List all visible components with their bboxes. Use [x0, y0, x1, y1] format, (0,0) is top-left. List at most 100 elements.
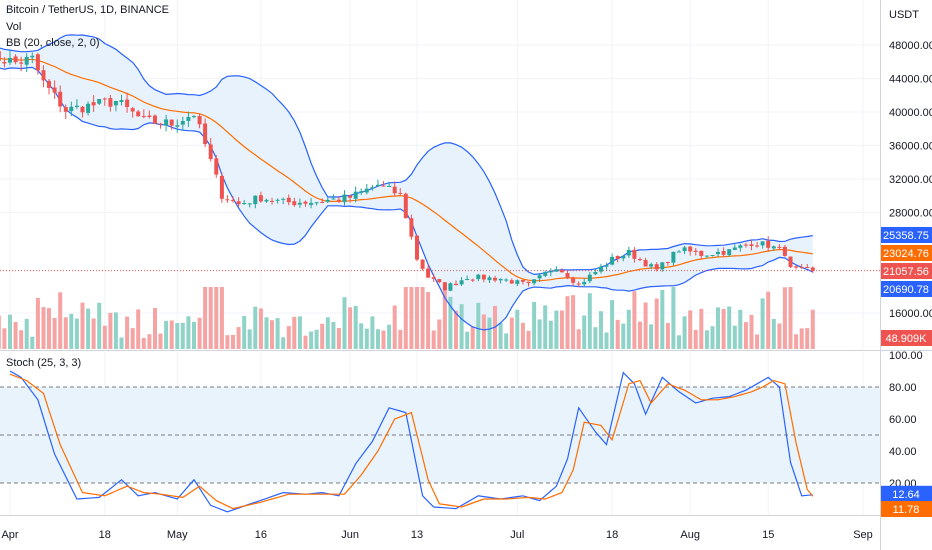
- volume-bar: [604, 332, 609, 349]
- bb-label[interactable]: BB (20, close, 2, 0): [6, 37, 100, 49]
- candle-body: [35, 54, 40, 71]
- price-tick-label: 16000.00: [889, 308, 932, 320]
- candle-body: [275, 199, 280, 201]
- candle-body: [8, 58, 12, 63]
- price-axis[interactable]: USDT 48000.00 44000.00 40000.00 36000.00 3200…: [889, 9, 932, 490]
- volume-bar: [169, 320, 174, 349]
- candle-body: [688, 246, 693, 252]
- volume-bar: [130, 328, 135, 349]
- candle-body: [771, 246, 776, 249]
- candle-body: [208, 144, 213, 160]
- candle-body: [370, 187, 375, 189]
- candle-body: [270, 200, 274, 202]
- volume-bar: [24, 318, 29, 349]
- volume-bar: [58, 292, 63, 349]
- symbol-title[interactable]: Bitcoin / TetherUS, 1D, BINANCE: [6, 4, 170, 16]
- candle-body: [403, 193, 408, 219]
- candle-body: [359, 191, 364, 193]
- candle-body: [710, 255, 715, 256]
- volume-bar: [125, 316, 130, 349]
- candle-body: [660, 262, 665, 270]
- time-tick-label: May: [167, 529, 188, 541]
- volume-bar: [498, 323, 503, 349]
- candle-body: [470, 279, 475, 281]
- stochastic-pane[interactable]: [0, 370, 880, 513]
- volume-bar: [465, 331, 470, 349]
- candle-body: [760, 241, 765, 246]
- volume-bar: [766, 291, 771, 349]
- currency-label: USDT: [889, 9, 919, 21]
- volume-bar: [476, 302, 481, 349]
- price-tick-label: 48000.00: [889, 40, 932, 52]
- volume-bar: [509, 317, 514, 349]
- candle-body: [571, 278, 576, 283]
- candle-body: [604, 265, 609, 267]
- volume-bar: [236, 327, 241, 349]
- candle-body: [548, 271, 553, 273]
- volume-bar: [794, 334, 799, 349]
- symbol-legend[interactable]: Bitcoin / TetherUS, 1D, BINANCE: [6, 4, 169, 16]
- volume-bar: [336, 328, 341, 349]
- volume-bar: [520, 322, 525, 349]
- stoch-legend[interactable]: Stoch (25, 3, 3): [6, 357, 81, 369]
- volume-bar: [258, 308, 263, 349]
- candle-body: [236, 201, 241, 205]
- volume-bar: [320, 323, 325, 349]
- candle-body: [727, 249, 732, 256]
- last-price-tag: 21057.56: [883, 266, 929, 278]
- volume-label[interactable]: Vol: [6, 21, 22, 33]
- volume-legend[interactable]: Vol: [6, 21, 21, 33]
- volume-bar: [30, 336, 35, 349]
- stoch-label[interactable]: Stoch (25, 3, 3): [6, 357, 82, 369]
- candlesticks[interactable]: [0, 44, 815, 292]
- volume-bar: [175, 323, 180, 349]
- time-axis[interactable]: Apr 18 May 16 Jun 13 Jul 18 Aug 15 Sep: [1, 529, 872, 541]
- candle-body: [749, 244, 754, 246]
- volume-bar: [727, 306, 732, 349]
- volume-bar: [665, 323, 670, 349]
- volume-tag: 48.909K: [886, 333, 928, 345]
- volume-bar: [292, 316, 297, 349]
- volume-bar: [537, 319, 542, 349]
- stoch-k-tag: 12.64: [892, 489, 920, 501]
- candle-body: [493, 277, 497, 281]
- candle-body: [643, 260, 648, 267]
- volume-bar: [459, 304, 464, 349]
- candle-body: [409, 218, 414, 237]
- volume-bar: [710, 326, 715, 349]
- candle-body: [509, 280, 514, 284]
- volume-bar: [470, 326, 475, 349]
- bb-basis-tag-bg: [881, 245, 932, 261]
- candle-body: [30, 55, 35, 58]
- volume-bar: [643, 302, 648, 349]
- stoch-tick-label: 60.00: [889, 414, 917, 426]
- volume-bar: [74, 318, 79, 349]
- volume-bar: [481, 314, 486, 349]
- volume-tag-bg: [881, 330, 932, 346]
- volume-bar: [810, 309, 815, 349]
- volume-bar: [364, 328, 369, 349]
- candle-body: [504, 279, 509, 281]
- candle-body: [610, 256, 615, 265]
- volume-bar: [565, 296, 570, 349]
- candle-body: [487, 277, 492, 281]
- candle-body: [292, 201, 297, 206]
- bb-legend[interactable]: BB (20, close, 2, 0): [6, 37, 100, 49]
- candle-body: [364, 188, 369, 193]
- volume-bar: [325, 317, 330, 349]
- time-tick-label: 18: [606, 529, 618, 541]
- candle-body: [626, 250, 631, 256]
- candle-body: [526, 281, 531, 284]
- time-tick-label: Jun: [341, 529, 359, 541]
- candle-body: [41, 70, 46, 81]
- candle-body: [225, 199, 230, 201]
- candle-body: [180, 121, 185, 125]
- volume-bar: [80, 302, 85, 349]
- candle-body: [169, 119, 174, 126]
- volume-bar: [543, 305, 548, 349]
- volume-bar: [626, 309, 631, 349]
- candle-body: [677, 251, 681, 253]
- candle-body: [348, 195, 353, 198]
- candle-body: [755, 245, 760, 247]
